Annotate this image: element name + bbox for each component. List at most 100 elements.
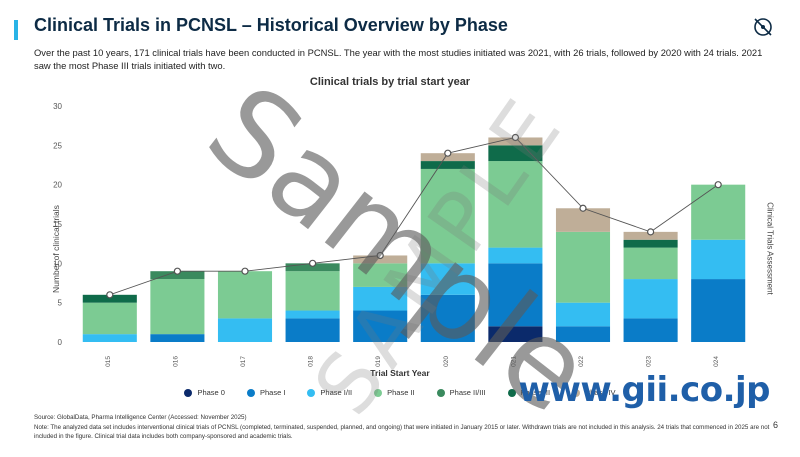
legend-item: Phase IV [572,388,616,397]
total-point [106,291,114,299]
bar-segment [82,302,137,335]
summary-text: Over the past 10 years, 171 clinical tri… [34,47,763,71]
x-tick-label: 2019 [375,356,382,367]
bar-segment [150,271,205,280]
total-point [376,251,384,260]
y-tick-label: 25 [53,141,62,150]
stacked-bar-chart: 0 5 10 15 20 25 30 2015 2016 2017 2018 2019 2020 2021… [53,102,746,367]
total-point [309,259,317,267]
bar-segment [353,310,408,342]
legend-item: Phase I/II [307,388,352,397]
y-tick-label: 0 [58,338,63,347]
source-note: Source: GlobalData, Pharma Intelligence … [34,414,247,421]
bar-segment [488,247,543,264]
x-tick-label: 2016 [172,356,179,367]
x-tick-label: 2022 [578,356,585,367]
y-tick-label: 15 [53,220,62,229]
bar-segment [420,263,475,295]
total-point [241,267,249,275]
y-tick-label: 10 [53,259,62,268]
x-tick-label: 2017 [240,356,247,367]
page-title: Clinical Trials in PCNSL – Historical Ov… [34,15,508,35]
chart-legend: Phase 0 Phase I Phase I/II Phase II Phase II… [150,388,650,397]
bar-segment [691,184,746,240]
bar-segment [353,286,408,311]
legend-item: Phase III [507,388,551,397]
legend-label: Phase II [387,388,415,397]
x-tick-label: 2020 [443,356,450,367]
y-tick-label: 30 [53,102,62,111]
chart-title: Clinical trials by trial start year [309,76,471,88]
bar-segment [285,310,340,319]
bar-segment [555,326,611,342]
bar-segment [150,279,205,335]
bar-segment [488,161,543,248]
total-point [646,228,655,236]
legend-label: Phase I/II [320,388,353,397]
bar-segment [217,271,273,319]
bar-segment [285,318,340,342]
legend-item: Phase II/III [436,388,486,397]
legend-label: Phase 0 [197,388,225,397]
page-number: 6 [772,420,778,430]
bar-segment [353,263,408,287]
bar-segment [285,271,340,311]
bar-segment [691,239,746,280]
bar-segment [217,318,273,342]
bar-segment [488,137,543,146]
bar-segment [420,161,475,169]
total-trials-line [109,136,719,296]
x-axis-label: Trial Start Year [370,368,430,378]
site-watermark: www.gii.co.jp [518,370,771,410]
legend-item: Phase II [374,388,415,397]
legend-swatch [572,388,581,397]
footnote: Note: The analyzed data set includes int… [34,424,770,440]
bar-segment [691,279,746,342]
bar-segment [488,326,543,342]
bar-segment [623,247,678,280]
bar-segment [353,255,408,264]
y-tick-label: 5 [58,299,63,308]
legend-label: Phase III [520,388,551,397]
x-tick-label: 2021 [510,356,517,367]
bar-segment [555,302,611,327]
x-tick-label: 2018 [308,356,315,367]
total-point [579,204,587,212]
bar-segment [420,294,475,342]
legend-item: Phase I [246,388,286,397]
bar-segment [150,334,205,342]
bar-segment [82,334,137,342]
compass-logo-icon [754,18,772,36]
bar-segment [623,279,678,319]
bar-segment [623,239,678,248]
bar-segment [623,231,678,240]
x-tick-label: 2024 [713,356,720,367]
legend-label: Phase II/III [449,388,486,397]
y-tick-label: 20 [53,181,62,190]
bar-segment [555,231,611,303]
total-point [511,133,519,142]
total-point [714,181,722,189]
legend-swatch [374,388,383,397]
bar-segment [420,168,475,264]
bar-segment [285,263,340,272]
total-point [173,267,181,275]
legend-swatch [307,388,316,397]
bar-segment [488,145,543,162]
x-tick-label: 2015 [105,356,112,367]
side-label: Clinical Trials Assessment [765,202,775,295]
bar-segment [555,208,611,232]
total-point [444,149,452,157]
legend-swatch [246,388,255,397]
legend-swatch [507,388,516,397]
bar-segment [82,294,137,303]
legend-label: Phase IV [585,388,616,397]
x-tick-label: 2023 [646,356,653,367]
legend-swatch [184,388,193,397]
legend-item: Phase 0 [184,388,225,397]
title-accent-bar [14,20,18,40]
legend-label: Phase I [259,388,286,397]
legend-swatch [436,388,445,397]
bar-segment [420,153,475,162]
bar-segment [623,318,678,342]
